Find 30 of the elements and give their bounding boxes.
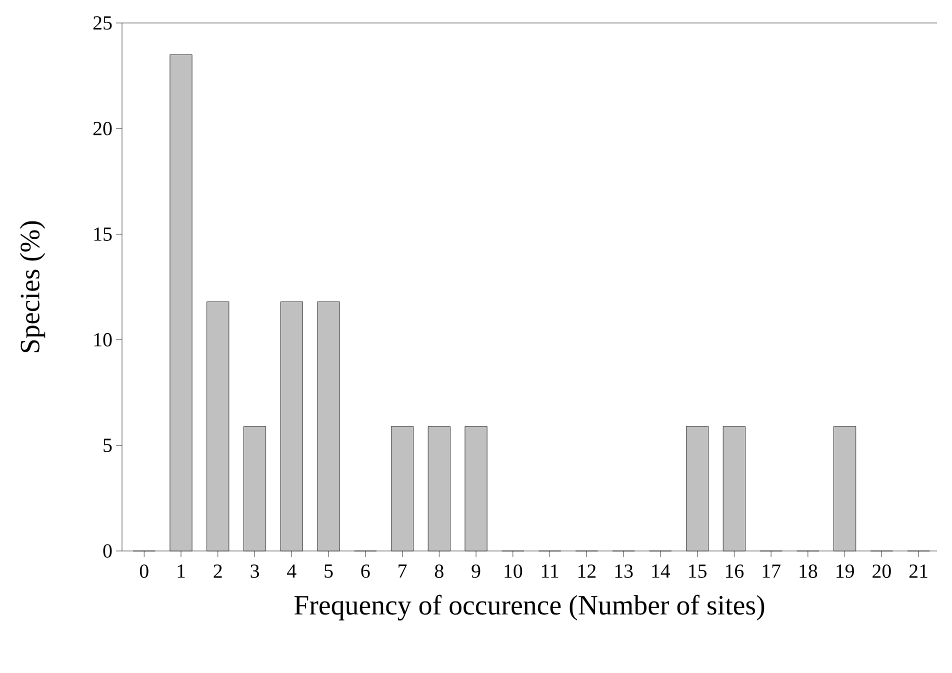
x-tick-label: 0 [140, 564, 148, 578]
x-tick-label: 3 [250, 564, 259, 578]
x-tick-label: 12 [578, 564, 596, 578]
x-tick-label: 8 [434, 564, 444, 578]
x-tick-label: 18 [800, 564, 818, 578]
x-tick-label: 13 [615, 564, 633, 578]
x-tick-label: 4 [287, 564, 296, 578]
x-tick-label: 16 [726, 564, 744, 578]
y-tick-label: 25 [93, 16, 112, 30]
x-tick-label: 19 [836, 564, 854, 578]
x-axis-title: Frequency of occurence (Number of sites) [294, 594, 764, 620]
y-axis-title: Species (%) [20, 221, 46, 352]
x-tick-label: 1 [178, 564, 185, 578]
x-tick-label: 6 [361, 564, 370, 578]
x-tick-label: 5 [324, 564, 333, 578]
y-tick-label: 15 [94, 228, 112, 241]
x-tick-label: 2 [214, 564, 222, 578]
x-tick-label: 21 [909, 564, 928, 578]
y-tick-label: 20 [93, 122, 112, 136]
y-tick-label: 10 [94, 333, 112, 346]
x-tick-label: 10 [504, 564, 522, 578]
x-tick-label: 7 [398, 564, 407, 578]
y-tick-label: 5 [104, 438, 112, 452]
x-tick-label: 11 [542, 564, 558, 578]
x-tick-label: 9 [472, 564, 480, 578]
x-tick-label: 17 [762, 564, 780, 578]
x-tick-label: 15 [689, 564, 706, 578]
x-tick-label: 14 [652, 564, 670, 578]
x-tick-label: 20 [872, 564, 891, 578]
y-tick-label: 0 [103, 544, 112, 558]
